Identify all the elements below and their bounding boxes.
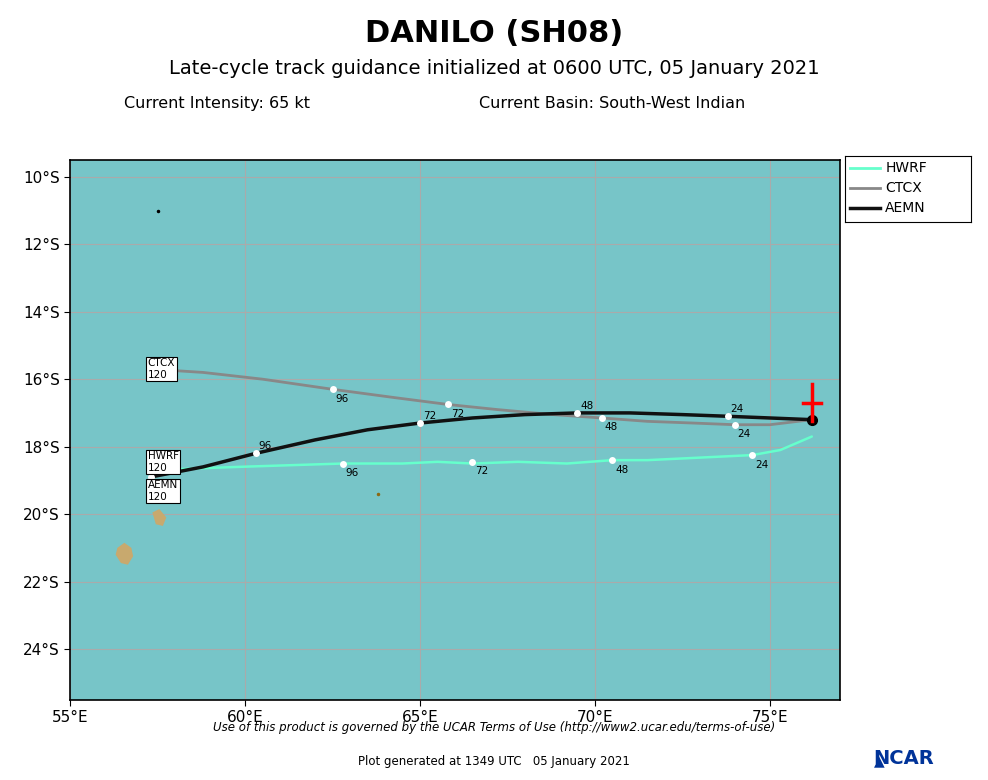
Text: Use of this product is governed by the UCAR Terms of Use (http://www2.ucar.edu/t: Use of this product is governed by the U…	[212, 722, 776, 735]
Polygon shape	[152, 509, 166, 526]
Text: CTCX: CTCX	[885, 181, 922, 195]
Text: 96: 96	[346, 468, 359, 478]
Text: 72: 72	[451, 409, 464, 419]
Text: AEMN: AEMN	[885, 200, 926, 215]
Text: HWRF: HWRF	[885, 161, 927, 175]
Text: AEMN
120: AEMN 120	[148, 480, 178, 502]
Text: Late-cycle track guidance initialized at 0600 UTC, 05 January 2021: Late-cycle track guidance initialized at…	[169, 58, 819, 77]
Text: HWRF
120: HWRF 120	[148, 451, 179, 473]
Text: 24: 24	[731, 404, 744, 414]
Text: 24: 24	[755, 459, 769, 470]
Polygon shape	[116, 543, 133, 565]
Text: Current Intensity: 65 kt: Current Intensity: 65 kt	[124, 96, 310, 111]
Text: 24: 24	[738, 429, 751, 439]
Text: 72: 72	[423, 411, 436, 421]
Text: 48: 48	[580, 401, 594, 411]
Text: 48: 48	[605, 423, 618, 432]
Text: DANILO (SH08): DANILO (SH08)	[365, 20, 623, 48]
Text: NCAR: NCAR	[873, 750, 934, 768]
Text: Plot generated at 1349 UTC   05 January 2021: Plot generated at 1349 UTC 05 January 20…	[358, 755, 630, 768]
Text: ▲: ▲	[873, 754, 884, 768]
Text: CTCX
120: CTCX 120	[148, 358, 175, 380]
Text: 96: 96	[258, 441, 272, 451]
Text: 96: 96	[335, 394, 349, 404]
Text: 72: 72	[475, 466, 488, 477]
Text: 48: 48	[616, 465, 628, 475]
Text: Current Basin: South-West Indian: Current Basin: South-West Indian	[479, 96, 746, 111]
